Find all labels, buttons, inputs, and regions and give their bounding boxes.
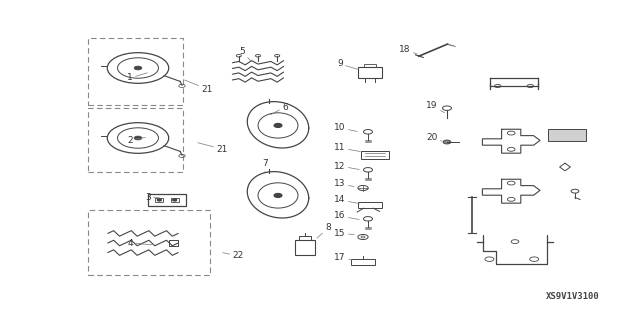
Text: 13: 13 bbox=[334, 180, 355, 189]
Bar bbox=[299, 236, 312, 240]
Text: 8: 8 bbox=[317, 224, 331, 238]
Text: 1: 1 bbox=[127, 73, 147, 83]
Text: 5: 5 bbox=[239, 48, 251, 61]
Text: 16: 16 bbox=[334, 211, 359, 220]
Bar bbox=[296, 240, 315, 255]
Bar bbox=[358, 203, 381, 208]
Text: 9: 9 bbox=[337, 60, 357, 69]
Text: 19: 19 bbox=[426, 101, 445, 113]
Bar bbox=[358, 67, 381, 78]
Bar bbox=[156, 198, 163, 202]
Circle shape bbox=[157, 199, 161, 201]
Text: 7: 7 bbox=[262, 160, 268, 172]
Text: 14: 14 bbox=[334, 196, 359, 204]
Text: 18: 18 bbox=[399, 46, 417, 55]
Bar bbox=[351, 259, 374, 265]
Text: 2: 2 bbox=[127, 136, 145, 145]
Text: 12: 12 bbox=[334, 161, 359, 170]
Bar bbox=[171, 198, 179, 202]
Text: 21: 21 bbox=[184, 80, 212, 93]
Circle shape bbox=[274, 123, 282, 127]
Text: 10: 10 bbox=[334, 123, 357, 132]
Text: 21: 21 bbox=[198, 143, 228, 153]
Text: 20: 20 bbox=[426, 133, 442, 143]
Circle shape bbox=[443, 140, 451, 144]
Bar bbox=[168, 241, 178, 246]
Text: 15: 15 bbox=[334, 228, 355, 238]
Text: 22: 22 bbox=[223, 251, 244, 261]
Bar bbox=[148, 194, 186, 206]
Bar bbox=[361, 151, 389, 159]
Text: 17: 17 bbox=[334, 254, 352, 263]
Circle shape bbox=[173, 199, 177, 201]
Text: 6: 6 bbox=[271, 102, 288, 115]
Text: 4: 4 bbox=[127, 239, 152, 248]
Bar bbox=[364, 64, 376, 67]
Text: 3: 3 bbox=[145, 192, 159, 202]
Circle shape bbox=[134, 136, 142, 140]
Circle shape bbox=[274, 194, 282, 197]
Bar bbox=[548, 129, 586, 141]
Circle shape bbox=[134, 66, 142, 70]
Text: 11: 11 bbox=[334, 144, 360, 152]
Text: XS9V1V3100: XS9V1V3100 bbox=[546, 293, 600, 301]
